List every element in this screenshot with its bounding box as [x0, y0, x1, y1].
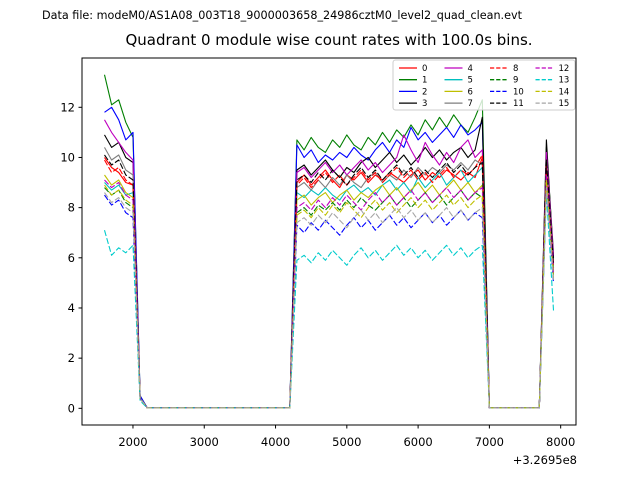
- chart-title: Quadrant 0 module wise count rates with …: [125, 31, 533, 49]
- y-tick-label: 0: [68, 401, 75, 415]
- x-axis-offset-label: +3.2695e8: [513, 453, 577, 467]
- series-10-line: [104, 184, 555, 409]
- legend-entry-label: 2: [422, 87, 427, 97]
- x-tick-label: 4000: [261, 435, 290, 449]
- legend-entry-8: 8: [490, 64, 518, 74]
- legend-entry-7: 7: [444, 99, 473, 109]
- legend-entry-label: 5: [468, 76, 473, 86]
- y-tick-label: 12: [60, 100, 75, 114]
- legend-entry-2: 2: [399, 87, 427, 97]
- legend-entry-label: 0: [422, 64, 427, 74]
- legend-entry-5: 5: [444, 76, 473, 86]
- legend-entry-6: 6: [444, 87, 473, 97]
- legend-entry-label: 12: [559, 64, 570, 74]
- legend-entry-label: 13: [559, 76, 570, 86]
- y-tick-label: 8: [68, 201, 75, 215]
- legend-entry-14: 14: [535, 87, 570, 97]
- legend-entry-label: 9: [513, 76, 518, 86]
- x-tick-label: 2000: [118, 435, 147, 449]
- legend-entry-12: 12: [535, 64, 570, 74]
- legend-entry-15: 15: [535, 99, 570, 109]
- legend-entry-11: 11: [490, 99, 524, 109]
- series-9-line: [104, 176, 555, 409]
- legend-entry-1: 1: [399, 76, 427, 86]
- legend-entry-10: 10: [490, 87, 524, 97]
- y-tick-label: 2: [68, 351, 75, 365]
- legend-entry-label: 4: [468, 64, 473, 74]
- legend-entry-0: 0: [399, 64, 427, 74]
- y-tick-label: 10: [60, 150, 75, 164]
- y-tick-label: 4: [68, 301, 75, 315]
- x-tick-label: 8000: [546, 435, 575, 449]
- series-lines: [103, 74, 555, 409]
- legend-entry-4: 4: [444, 64, 473, 74]
- legend-frame: [392, 59, 576, 111]
- legend-entry-label: 10: [513, 87, 524, 97]
- series-15-line: [104, 187, 555, 409]
- legend-entry-label: 15: [559, 99, 570, 109]
- legend-entry-label: 14: [559, 87, 570, 97]
- legend-entry-label: 3: [422, 99, 427, 109]
- x-tick-label: 6000: [403, 435, 432, 449]
- x-tick-label: 7000: [475, 435, 504, 449]
- legend-entry-label: 6: [468, 87, 473, 97]
- legend-entry-label: 11: [513, 99, 524, 109]
- legend-entry-9: 9: [490, 76, 518, 86]
- x-tick-label: 3000: [190, 435, 219, 449]
- axes-frame: [81, 57, 577, 426]
- legend-entry-label: 8: [513, 64, 518, 74]
- legend-entry-label: 7: [468, 99, 473, 109]
- legend-entry-3: 3: [399, 99, 427, 109]
- x-tick-label: 5000: [332, 435, 361, 449]
- legend-entry-13: 13: [535, 76, 570, 86]
- series-13-line: [103, 192, 555, 409]
- y-tick-label: 6: [68, 251, 75, 265]
- legend-entry-label: 1: [422, 76, 427, 86]
- data-file-label: Data file: modeM0/AS1A08_003T18_90000036…: [42, 9, 522, 22]
